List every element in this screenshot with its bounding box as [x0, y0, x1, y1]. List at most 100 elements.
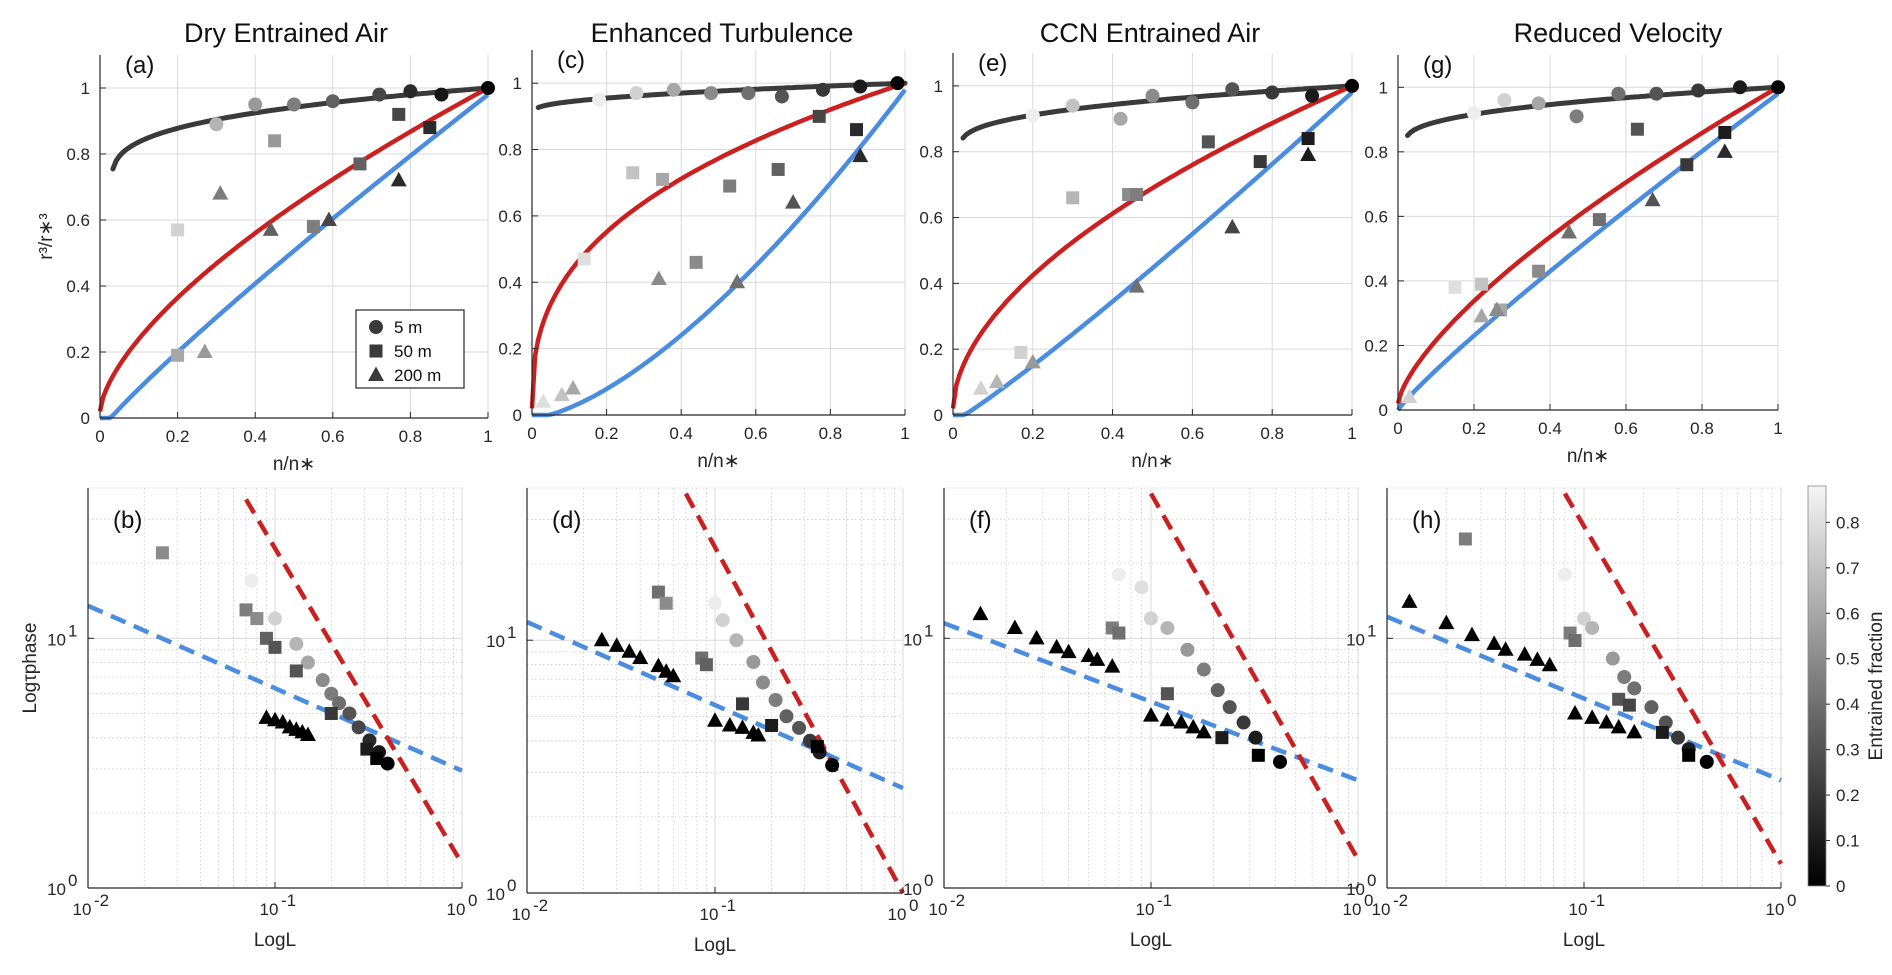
y-tick-label: 10 [1346, 630, 1365, 649]
panel-label: (g) [1423, 52, 1452, 79]
data-point-circle [708, 596, 722, 611]
colorbar-tick-label: 0.7 [1836, 559, 1860, 578]
y-tick-label: 0.4 [66, 277, 90, 296]
data-point-circle [1569, 109, 1584, 124]
data-point-square [1592, 213, 1606, 227]
data-point-triangle [320, 211, 337, 226]
x-tick-label: 10 [73, 900, 92, 919]
x-tick-exponent: 0 [468, 891, 477, 910]
y-tick-label: 1 [513, 74, 522, 93]
data-point-triangle [1716, 143, 1733, 158]
panel-title: CCN Entrained Air [1040, 18, 1261, 48]
data-point-square [1680, 158, 1694, 172]
x-tick-exponent: 0 [909, 896, 918, 915]
y-tick-label: 0.8 [919, 143, 943, 162]
x-axis-label: LogL [254, 930, 296, 951]
data-point-circle [1145, 88, 1160, 103]
data-point-triangle [299, 726, 316, 742]
x-tick-label: 0 [95, 427, 104, 446]
data-point-triangle [1438, 614, 1455, 630]
data-point-circle [715, 613, 730, 628]
fit-line-blue-dashed [1386, 614, 1782, 783]
x-tick-label: 0.8 [1260, 424, 1284, 443]
data-point-circle [1670, 730, 1685, 745]
data-point-triangle [1497, 641, 1514, 656]
data-point-triangle [988, 373, 1005, 389]
data-point-circle [1557, 567, 1572, 582]
data-point-circle [1699, 754, 1714, 769]
data-point-triangle [565, 379, 582, 395]
x-axis-label: n/n∗ [1131, 451, 1173, 472]
colorbar-tick-label: 0.6 [1836, 604, 1860, 623]
data-point-circle [1577, 611, 1591, 626]
y-tick-label: 1 [1379, 78, 1388, 97]
data-point-circle [1180, 642, 1195, 657]
data-point-triangle [972, 380, 989, 395]
legend-marker-triangle [368, 366, 384, 381]
legend-label: 50 m [394, 342, 432, 361]
data-point-circle [1248, 730, 1263, 745]
panel-title: Enhanced Turbulence [591, 18, 854, 48]
data-point-triangle [1024, 353, 1041, 369]
y-tick-exponent: 1 [924, 621, 933, 640]
bottom-panel-3: 10 -2 10 -1 10 010 010 1(f)LogL [903, 487, 1373, 951]
data-point-triangle [1006, 619, 1023, 634]
x-tick-label: 1 [900, 424, 909, 443]
y-tick-label: 1 [81, 79, 90, 98]
data-point-triangle [1486, 635, 1503, 650]
top-panel-3: 0 0.2 0.4 0.6 0.8 1 0 0.2 0.4 0.6 0.8 1 (e) CCN Entra… [919, 18, 1359, 472]
x-tick-exponent: -1 [1157, 891, 1172, 910]
x-tick-label: 10 [929, 900, 948, 919]
data-point-triangle [1463, 626, 1480, 642]
fit-line-red-dashed [1149, 492, 1360, 861]
legend-label: 200 m [394, 366, 441, 385]
x-tick-exponent: -2 [94, 891, 109, 910]
data-point-square [239, 603, 253, 617]
data-point-triangle [593, 631, 610, 647]
data-point-triangle [262, 221, 279, 236]
data-point-circle [1305, 88, 1320, 103]
data-point-triangle [1401, 593, 1418, 608]
data-point-circle [300, 655, 315, 670]
x-tick-label: 0.2 [166, 427, 190, 446]
data-point-circle [1185, 95, 1200, 110]
data-point-circle [1611, 86, 1626, 101]
x-tick-label: 10 [1372, 900, 1391, 919]
data-point-triangle [1185, 718, 1202, 734]
x-tick-label: 10 [512, 905, 531, 924]
data-point-triangle [1610, 718, 1627, 734]
x-tick-label: 0.2 [595, 424, 619, 443]
x-tick-exponent: -2 [950, 891, 965, 910]
data-point-triangle [650, 270, 667, 285]
data-point-triangle [632, 649, 649, 665]
fit-curve-red [529, 81, 906, 409]
data-point-square [1014, 345, 1028, 359]
x-tick-label: 0.4 [1101, 424, 1125, 443]
x-tick-label: 0.6 [744, 424, 768, 443]
data-point-circle [779, 709, 794, 724]
data-point-triangle [665, 667, 682, 683]
y-tick-label: 10 [1346, 880, 1365, 899]
data-point-triangle [196, 343, 213, 358]
data-point-circle [1113, 111, 1128, 126]
fit-curve-red [1395, 85, 1780, 405]
data-point-circle [755, 675, 770, 690]
data-point-square [1215, 731, 1229, 745]
y-tick-exponent: 0 [1367, 871, 1376, 890]
data-point-circle [592, 92, 607, 107]
x-tick-label: 10 [1136, 900, 1155, 919]
panel-label: (d) [552, 507, 581, 534]
y-tick-label: 0 [1379, 401, 1388, 420]
data-point-square [1201, 135, 1215, 149]
x-tick-label: 0.6 [1614, 419, 1638, 438]
data-point-triangle [1300, 146, 1317, 162]
data-point-triangle [852, 147, 869, 163]
x-tick-label: 0.4 [669, 424, 693, 443]
data-point-circle [1345, 78, 1359, 93]
data-point-square [689, 255, 703, 269]
data-point-triangle [1644, 191, 1661, 207]
data-point-triangle [707, 712, 723, 727]
x-tick-exponent: -1 [1590, 891, 1605, 910]
data-point-circle [815, 82, 830, 97]
data-point-triangle [621, 643, 638, 658]
